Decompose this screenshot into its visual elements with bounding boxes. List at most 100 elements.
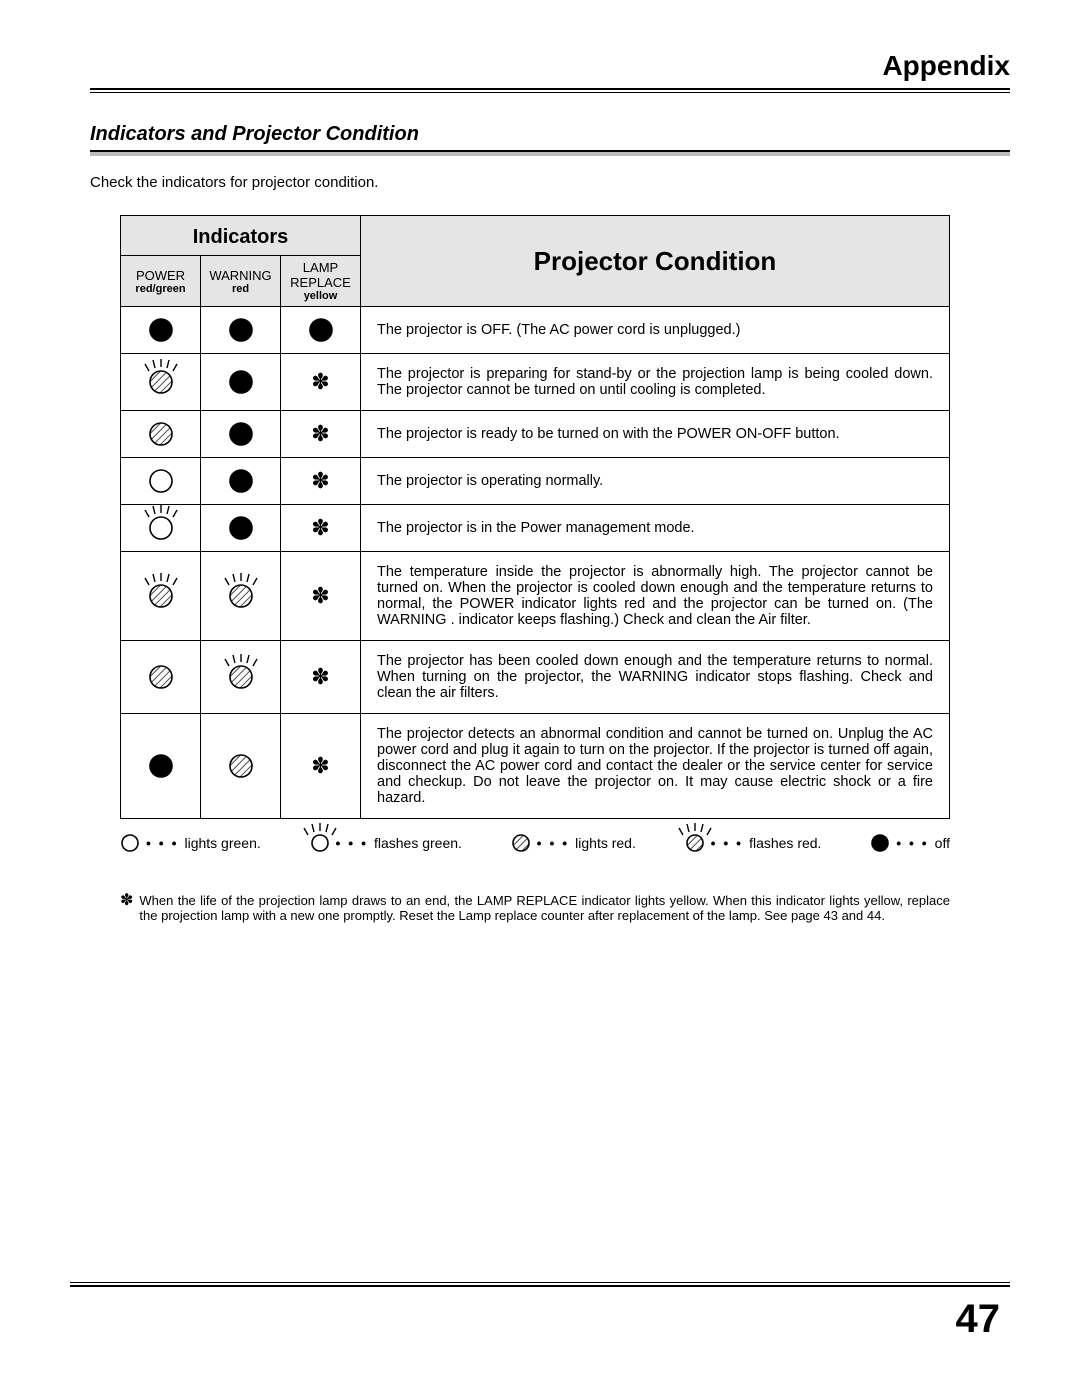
col-power: POWER red/green [121,256,201,307]
table-row: ✽ The projector is ready to be turned on … [121,411,950,458]
indicator-icon [148,468,174,494]
cell-lamp: ✽ [281,354,361,411]
footnote: ✽ When the life of the projection lamp d… [120,893,950,923]
col-warning: WARNING red [201,256,281,307]
indicator-icon [228,369,254,395]
cell-power [121,354,201,411]
indicator-icon [148,515,174,541]
cell-lamp: ✽ [281,458,361,505]
col-lamp: LAMP REPLACE yellow [281,256,361,307]
cell-lamp: ✽ [281,411,361,458]
indicator-icon [870,833,890,853]
cell-desc: The projector is ready to be turned on w… [361,411,950,458]
asterisk-icon: ✽ [311,755,329,777]
legend-dots: • • • [537,835,569,851]
condition-table: Indicators Projector Condition POWER red… [120,215,950,819]
cell-desc: The temperature inside the projector is … [361,552,950,641]
indicator-icon [148,421,174,447]
legend-label: lights green. [184,835,260,851]
legend-label: off [935,835,950,851]
cell-warning [201,505,281,552]
section-rule [90,150,1010,156]
table-row: ✽ The projector detects an abnormal condi… [121,714,950,819]
page-number: 47 [956,1297,1001,1342]
indicator-icon [148,369,174,395]
legend-dots: • • • [336,835,368,851]
legend-item: • • • lights red. [511,833,636,853]
indicator-icon [228,583,254,609]
asterisk-icon: ✽ [311,470,329,492]
indicator-icon [148,664,174,690]
cell-desc: The projector has been cooled down enoug… [361,641,950,714]
legend-item: • • •flashes red. [685,833,822,853]
table-row: ✽The projector is preparing for stand-by… [121,354,950,411]
top-rule [90,88,1010,93]
col-warning-label: WARNING [209,268,271,283]
cell-warning [201,307,281,354]
cell-warning [201,411,281,458]
asterisk-icon: ✽ [311,423,329,445]
table-row: ✽ The projector is operating normally. [121,458,950,505]
footnote-marker: ✽ [120,893,133,923]
cell-desc: The projector is in the Power management… [361,505,950,552]
table-row: ✽ The temperature inside the projector is… [121,552,950,641]
cell-warning [201,354,281,411]
indicator-icon [310,833,330,853]
chapter-title: Appendix [90,50,1010,82]
indicator-icon [148,753,174,779]
cell-lamp: ✽ [281,552,361,641]
cell-warning [201,458,281,505]
cell-power [121,714,201,819]
indicator-icon [228,421,254,447]
cell-lamp: ✽ [281,505,361,552]
col-lamp-sub: yellow [281,290,360,302]
cell-power [121,411,201,458]
legend-item: • • • flashes green. [310,833,462,853]
cell-lamp: ✽ [281,641,361,714]
cell-lamp [281,307,361,354]
footnote-text: When the life of the projection lamp dra… [139,893,950,923]
col-lamp-label: LAMP REPLACE [290,260,351,290]
indicator-icon [228,515,254,541]
cell-desc: The projector is preparing for stand-by … [361,354,950,411]
legend-dots: • • • [146,835,178,851]
col-warning-sub: red [201,283,280,295]
cell-desc: The projector is OFF. (The AC power cord… [361,307,950,354]
indicator-icon [228,468,254,494]
indicator-icon [308,317,334,343]
indicator-icon [148,317,174,343]
cell-power [121,552,201,641]
indicator-icon [228,753,254,779]
legend-item: • • • off [870,833,950,853]
indicator-icon [148,583,174,609]
cell-warning [201,714,281,819]
cell-warning [201,552,281,641]
col-power-label: POWER [136,268,185,283]
cell-power [121,458,201,505]
legend-label: flashes green. [374,835,462,851]
legend-dots: • • • [896,835,928,851]
indicator-icon [228,317,254,343]
bottom-rule [70,1282,1010,1287]
legend: • • •lights green. • • •flashes green.• … [120,833,950,853]
indicator-icon [228,664,254,690]
cell-power [121,641,201,714]
indicators-header: Indicators [121,216,361,256]
cell-power [121,307,201,354]
col-power-sub: red/green [121,283,200,295]
cell-desc: The projector is operating normally. [361,458,950,505]
projector-condition-header: Projector Condition [361,216,950,307]
cell-desc: The projector detects an abnormal condit… [361,714,950,819]
indicator-icon [120,833,140,853]
cell-power [121,505,201,552]
cell-lamp: ✽ [281,714,361,819]
table-row: ✽The projector has been cooled down enou… [121,641,950,714]
legend-item: • • • lights green. [120,833,261,853]
cell-warning [201,641,281,714]
asterisk-icon: ✽ [311,585,329,607]
intro-text: Check the indicators for projector condi… [90,174,1010,191]
indicator-icon [685,833,705,853]
asterisk-icon: ✽ [311,517,329,539]
legend-label: lights red. [575,835,636,851]
legend-dots: • • • [711,835,743,851]
